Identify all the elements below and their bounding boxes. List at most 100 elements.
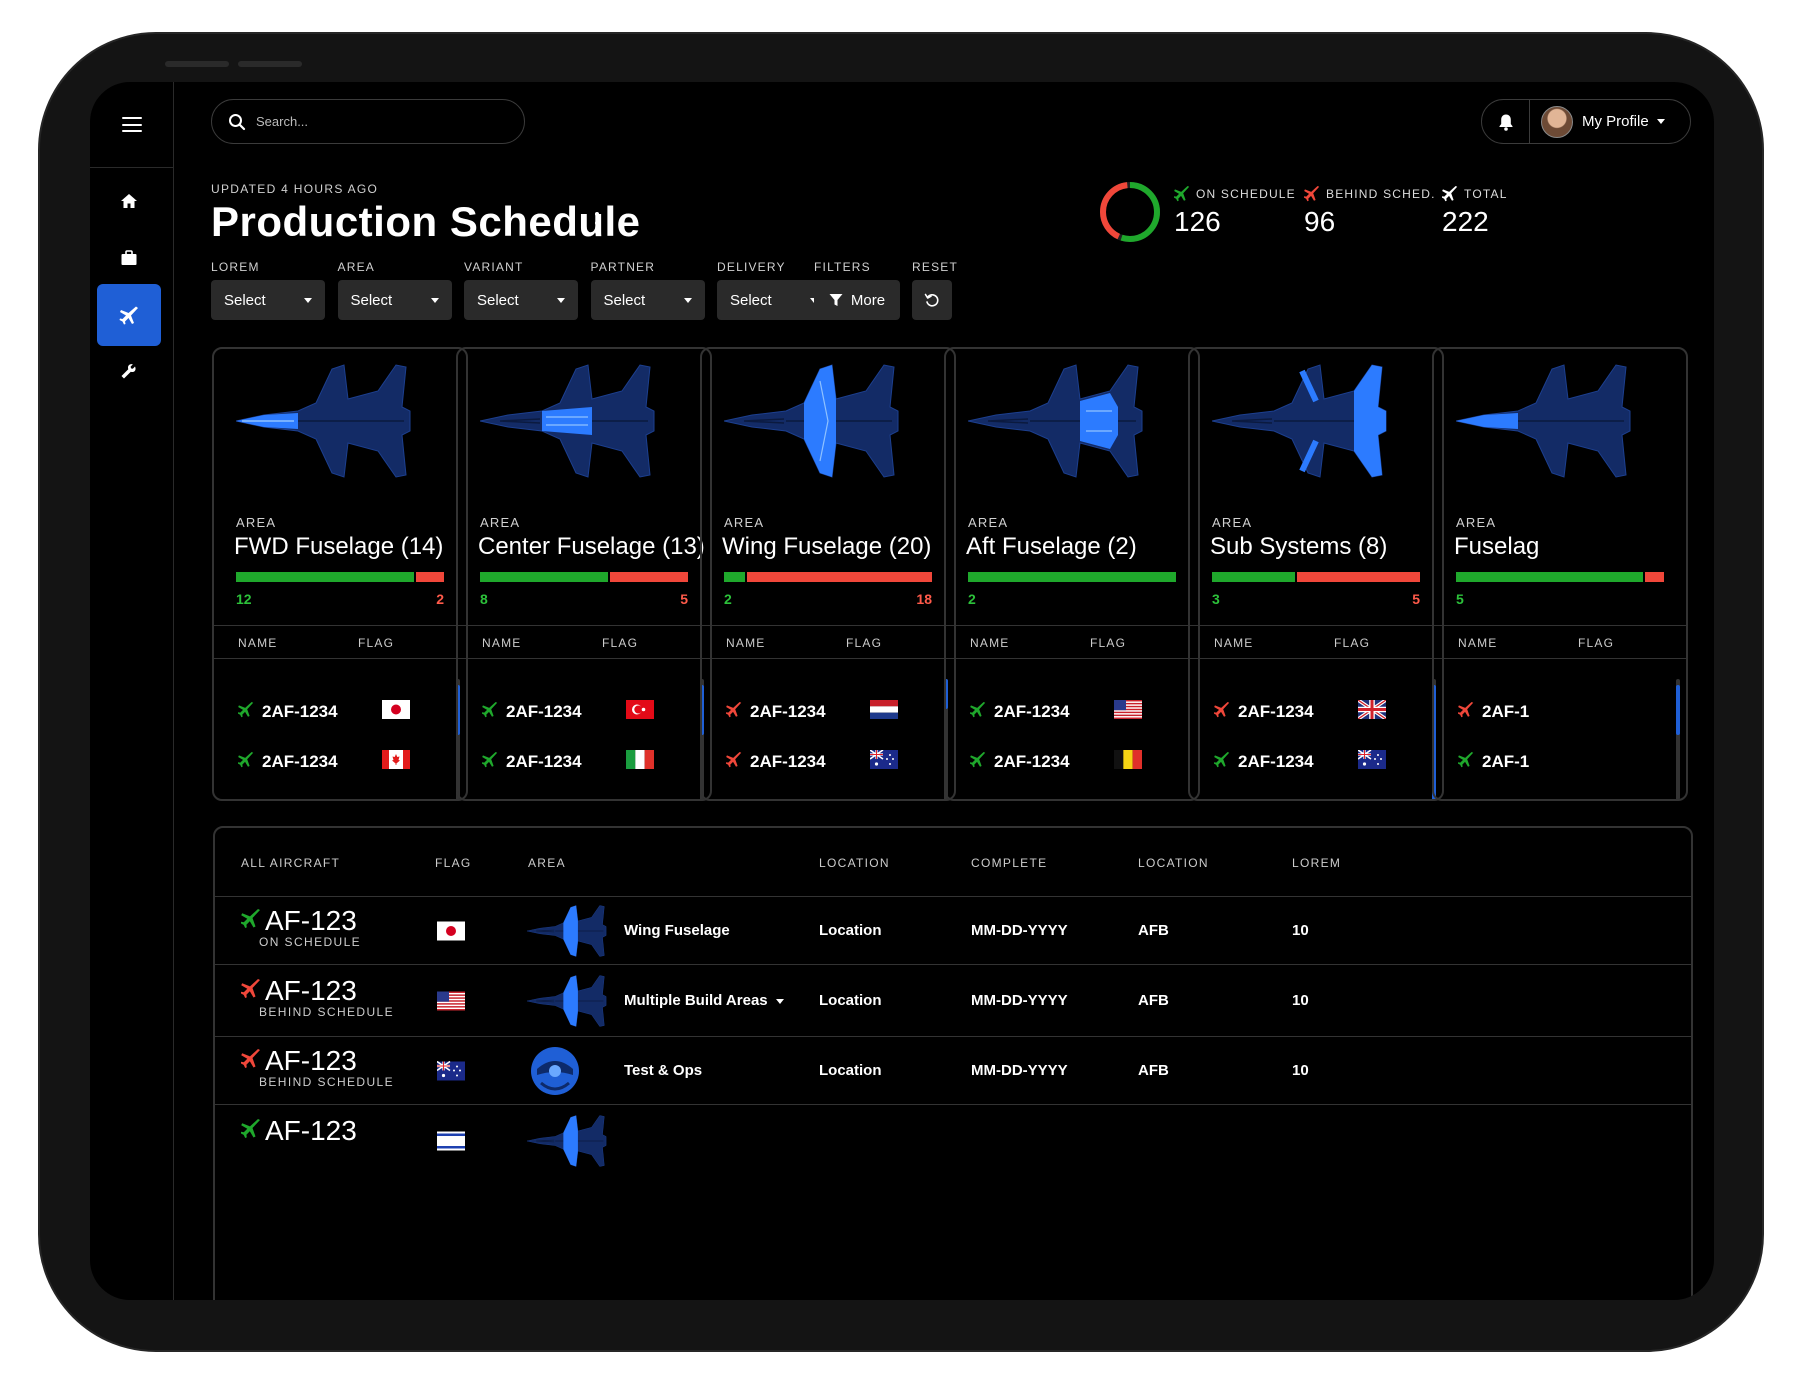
stat-total-value: 222: [1442, 206, 1489, 237]
location-cell: Location: [819, 922, 882, 939]
filter-select-0[interactable]: Select: [211, 280, 325, 320]
filter-label-4: DELIVERY: [717, 260, 786, 274]
card-table-header: NAME FLAG: [214, 625, 466, 659]
column-flag: FLAG: [1090, 636, 1127, 650]
list-item[interactable]: 2AF-1234: [238, 799, 362, 801]
chevron-down-icon[interactable]: [775, 998, 784, 1004]
more-filters-button[interactable]: More: [814, 280, 900, 320]
list-item[interactable]: 2AF-1: [1458, 799, 1582, 801]
list-item[interactable]: 2AF-1234: [237, 749, 410, 775]
table-column-header[interactable]: LOCATION: [819, 856, 890, 870]
more-options-icon[interactable]: [595, 212, 599, 234]
sidebar-item-aircraft[interactable]: [97, 284, 161, 346]
aircraft-table: ALL AIRCRAFT FLAG AREA LOCATION COMPLETE LOCA…: [213, 826, 1693, 1300]
sidebar-item-home[interactable]: [97, 170, 161, 232]
area-card[interactable]: AREA Aft Fuselage (2) 2 NAME FLAG 2AF-12…: [944, 347, 1200, 801]
aircraft-name: 2AF-1: [1482, 752, 1530, 771]
filter-label-3: PARTNER: [590, 260, 656, 274]
progress-on-schedule: [236, 572, 414, 582]
netherlands-flag-icon: [870, 700, 898, 724]
area-card[interactable]: AREA Fuselag 5 NAME FLAG 2AF-1 2AF-1: [1432, 347, 1688, 801]
filter-select-2[interactable]: Select: [464, 280, 578, 320]
table-row[interactable]: AF-123 BEHIND SCHEDULE Multiple Build Ar…: [215, 964, 1691, 1036]
table-column-header[interactable]: AREA: [528, 856, 566, 870]
behind-count: 5: [680, 591, 688, 607]
card-scrollbar[interactable]: [456, 679, 460, 799]
stat-behind-value: 96: [1304, 206, 1336, 237]
area-card[interactable]: AREA Center Fuselage (13) 8 5 NAME FLAG …: [456, 347, 712, 801]
area-label: AREA: [968, 515, 1009, 530]
profile-label[interactable]: My Profile: [1582, 113, 1649, 130]
table-row[interactable]: AF-123: [215, 1104, 1691, 1176]
jet-green-icon: [1174, 186, 1190, 202]
list-item[interactable]: 2AF-1234: [725, 749, 898, 775]
list-item[interactable]: 2AF-1234: [481, 749, 654, 775]
card-scrollbar[interactable]: [1676, 679, 1680, 799]
on-schedule-count: 3: [1212, 591, 1220, 607]
list-item[interactable]: 2AF-1: [1457, 749, 1582, 775]
list-item[interactable]: 2AF-1: [1457, 699, 1582, 725]
filter-select-4[interactable]: Select: [717, 280, 831, 320]
column-name: NAME: [1458, 636, 1498, 650]
location2-cell: AFB: [1138, 992, 1169, 1009]
filter-select-3[interactable]: Select: [590, 280, 705, 320]
lorem-cell: 10: [1292, 1062, 1309, 1079]
menu-button[interactable]: [90, 82, 174, 168]
list-item[interactable]: 2AF-1234: [725, 699, 898, 725]
area-card[interactable]: AREA Wing Fuselage (20) 2 18 NAME FLAG 2…: [700, 347, 956, 801]
search-input[interactable]: [256, 114, 496, 129]
table-column-header[interactable]: COMPLETE: [971, 856, 1048, 870]
list-item[interactable]: 2AF-1234: [237, 699, 410, 725]
sidebar-item-tools[interactable]: [97, 341, 161, 403]
area-cell[interactable]: Multiple Build Areas: [624, 992, 784, 1009]
area-label: AREA: [724, 515, 765, 530]
behind-count: 18: [916, 591, 932, 607]
complete-cell: MM-DD-YYYY: [971, 922, 1068, 939]
table-column-header[interactable]: LOREM: [1292, 856, 1342, 870]
aircraft-id: AF-123: [240, 905, 357, 937]
chevron-down-icon: [304, 297, 312, 303]
chevron-down-icon[interactable]: [1656, 119, 1665, 124]
page-title: Production Schedule: [211, 198, 641, 245]
list-item[interactable]: 2AF-1234: [969, 749, 1142, 775]
list-item[interactable]: 2AF-1234: [969, 699, 1142, 725]
column-flag: FLAG: [846, 636, 883, 650]
list-item[interactable]: 2AF-1234: [1213, 698, 1388, 725]
aircraft-name: 2AF-1: [1482, 702, 1530, 721]
filter-label-2: VARIANT: [464, 260, 524, 274]
complete-cell: MM-DD-YYYY: [971, 1062, 1068, 1079]
search-bar[interactable]: [211, 99, 525, 144]
app-screen: My Profile UPDATED 4 HOURS AGO Productio…: [90, 82, 1714, 1300]
notifications-button[interactable]: [1482, 100, 1530, 143]
column-flag: FLAG: [1578, 636, 1615, 650]
list-item[interactable]: 2AF-1234: [726, 799, 850, 801]
area-text: Wing Fuselage: [624, 922, 730, 939]
list-item[interactable]: 2AF-1234: [1213, 749, 1386, 775]
table-row[interactable]: AF-123 BEHIND SCHEDULE Test & Ops Locati…: [215, 1036, 1691, 1104]
table-row[interactable]: AF-123 ON SCHEDULE Wing Fuselage Locatio…: [215, 896, 1691, 964]
area-card[interactable]: AREA Sub Systems (8) 3 5 NAME FLAG 2AF-1…: [1188, 347, 1444, 801]
card-scrollbar[interactable]: [944, 679, 948, 799]
progress-behind: [1297, 572, 1420, 582]
table-column-header[interactable]: ALL AIRCRAFT: [241, 856, 341, 870]
card-scrollbar[interactable]: [1432, 679, 1436, 799]
aircraft-id-text: AF-123: [265, 1115, 357, 1146]
table-column-header[interactable]: LOCATION: [1138, 856, 1209, 870]
uk-flag-icon: [1356, 698, 1388, 724]
list-item[interactable]: 2AF-1234: [482, 799, 606, 801]
area-name: Sub Systems (8): [1210, 533, 1388, 560]
aircraft-name: 2AF-1234: [750, 752, 826, 771]
sidebar-item-portfolio[interactable]: [97, 227, 161, 289]
list-item[interactable]: 2AF-1234: [1214, 799, 1338, 801]
jet-green-icon: [969, 701, 986, 723]
list-item[interactable]: 2AF-1234: [481, 699, 654, 725]
home-icon: [121, 194, 137, 208]
complete-cell: MM-DD-YYYY: [971, 992, 1068, 1009]
table-column-header[interactable]: FLAG: [435, 856, 472, 870]
reset-icon: [924, 293, 939, 307]
card-scrollbar[interactable]: [700, 679, 704, 799]
reset-button[interactable]: [912, 280, 952, 320]
area-card[interactable]: AREA FWD Fuselage (14) 12 2 NAME FLAG 2A…: [212, 347, 468, 801]
filter-select-1[interactable]: Select: [337, 280, 452, 320]
avatar[interactable]: [1541, 105, 1573, 138]
